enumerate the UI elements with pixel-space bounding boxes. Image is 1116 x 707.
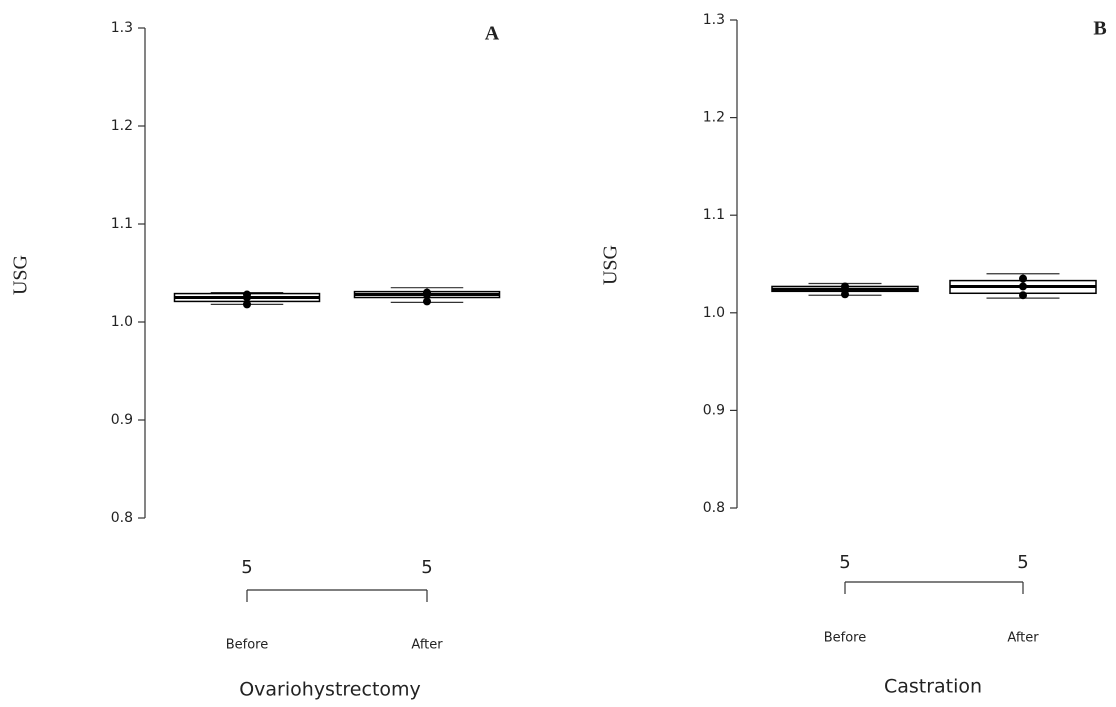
- y-tick-label: 1.2: [703, 110, 725, 126]
- x-tick-label: Before: [824, 631, 867, 646]
- data-point: [1019, 282, 1027, 291]
- y-tick-label: 1.3: [703, 12, 725, 28]
- count-label: 5: [839, 552, 850, 573]
- data-point: [423, 288, 431, 297]
- y-tick-label: 0.9: [111, 412, 133, 428]
- data-point: [243, 290, 251, 299]
- count-label: 5: [421, 557, 432, 578]
- data-point: [841, 282, 849, 291]
- data-point: [423, 297, 431, 306]
- y-tick-label: 1.0: [703, 305, 725, 321]
- data-point: [1019, 291, 1027, 300]
- y-tick-label: 1.3: [111, 20, 133, 36]
- data-point: [243, 300, 251, 309]
- x-tick-label: After: [411, 638, 443, 653]
- y-tick-label: 0.8: [703, 500, 725, 516]
- y-tick-label: 1.1: [703, 207, 725, 223]
- y-axis-label: USG: [10, 255, 32, 295]
- x-tick-label: Before: [226, 638, 269, 653]
- y-tick-label: 1.1: [111, 216, 133, 232]
- x-axis-label: Ovariohystrectomy: [239, 679, 421, 701]
- y-tick-label: 1.0: [111, 314, 133, 330]
- y-tick-label: 1.2: [111, 118, 133, 134]
- count-label: 5: [1017, 552, 1028, 573]
- y-tick-label: 0.9: [703, 402, 725, 418]
- x-tick-label: After: [1007, 631, 1039, 646]
- count-label: 5: [241, 557, 252, 578]
- data-point: [1019, 274, 1027, 283]
- panel-label: A: [485, 23, 500, 45]
- y-tick-label: 0.8: [111, 510, 133, 526]
- panel-label: B: [1093, 18, 1106, 40]
- x-axis-label: Castration: [884, 676, 982, 698]
- y-axis-label: USG: [600, 245, 622, 285]
